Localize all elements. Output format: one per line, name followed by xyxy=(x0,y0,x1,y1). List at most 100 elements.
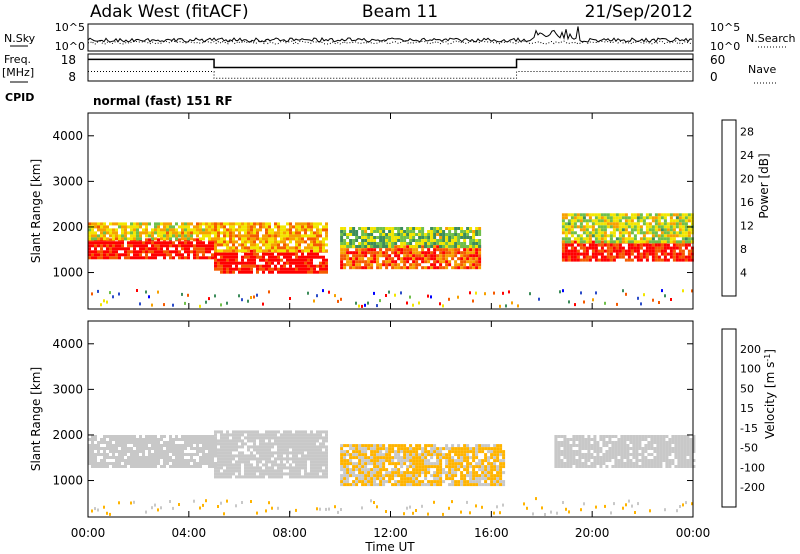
power-cell xyxy=(100,225,103,229)
velocity-cell xyxy=(355,450,359,454)
power-ground-scatter xyxy=(409,295,411,299)
power-cell xyxy=(94,244,97,248)
power-cell xyxy=(175,237,178,241)
power-cell xyxy=(208,225,211,229)
velocity-cell xyxy=(283,457,286,461)
velocity-cell xyxy=(454,453,458,457)
velocity-cell xyxy=(106,444,109,447)
velocity-cell xyxy=(593,459,597,462)
velocity-cell xyxy=(127,447,130,450)
power-cell xyxy=(606,258,610,262)
power-cell xyxy=(448,230,452,233)
power-cell xyxy=(136,250,139,254)
power-cell xyxy=(262,255,265,259)
power-cell xyxy=(316,270,319,274)
velocity-cell xyxy=(593,462,597,465)
velocity-cell xyxy=(490,477,494,481)
velocity-cell xyxy=(235,463,238,467)
power-cell xyxy=(457,248,461,252)
power-cell xyxy=(403,263,407,267)
velocity-cell xyxy=(403,480,407,484)
velocity-cell xyxy=(376,465,380,469)
power-cell xyxy=(292,258,295,262)
power-cell xyxy=(214,267,217,271)
power-cell xyxy=(199,244,202,248)
velocity-cell xyxy=(406,471,410,475)
power-cell xyxy=(618,246,622,250)
power-cell xyxy=(603,240,607,244)
velocity-cell xyxy=(133,465,136,468)
velocity-cell xyxy=(406,474,410,478)
velocity-cell xyxy=(605,441,609,444)
velocity-cell xyxy=(361,450,365,454)
velocity-cell xyxy=(346,468,350,472)
velocity-ground-scatter xyxy=(451,500,453,504)
power-cell xyxy=(253,246,256,250)
velocity-cell xyxy=(109,462,112,465)
power-cell xyxy=(118,234,121,238)
velocity-cell xyxy=(668,441,672,444)
power-cell xyxy=(109,253,112,257)
power-cell xyxy=(133,228,136,232)
velocity-cell xyxy=(259,469,262,473)
power-cell xyxy=(379,230,383,233)
power-cell xyxy=(151,247,154,251)
velocity-cell xyxy=(656,465,660,468)
velocity-cell xyxy=(457,468,461,472)
power-cell xyxy=(442,251,446,255)
velocity-cell xyxy=(274,436,277,440)
power-cell xyxy=(313,255,316,259)
power-cell xyxy=(442,236,446,239)
power-cell xyxy=(298,258,301,262)
velocity-cell xyxy=(623,456,627,459)
velocity-cell xyxy=(560,441,564,444)
power-cell xyxy=(612,228,616,232)
velocity-cell xyxy=(148,465,151,468)
velocity-cell xyxy=(487,483,491,487)
power-cell xyxy=(355,248,359,252)
power-cell xyxy=(600,252,604,256)
velocity-cell xyxy=(665,453,669,456)
power-cell xyxy=(582,216,586,220)
power-cell xyxy=(139,244,142,248)
velocity-cell xyxy=(346,462,350,466)
velocity-cell xyxy=(241,451,244,455)
power-cell xyxy=(451,239,455,242)
velocity-cell xyxy=(451,444,455,448)
power-cell xyxy=(609,213,613,217)
power-cell xyxy=(244,237,247,241)
velocity-cell xyxy=(232,448,235,452)
power-ground-scatter xyxy=(220,303,222,307)
power-cell xyxy=(172,225,175,229)
power-cell xyxy=(106,228,109,232)
velocity-cell xyxy=(379,456,383,460)
velocity-cell xyxy=(238,472,241,476)
velocity-ground-scatter xyxy=(634,511,636,514)
power-cell xyxy=(343,233,347,236)
velocity-ground-scatter xyxy=(565,507,567,511)
velocity-cell xyxy=(656,438,660,441)
power-cell xyxy=(651,219,655,223)
velocity-cell xyxy=(448,477,452,481)
power-cell xyxy=(684,213,688,217)
power-cell xyxy=(250,264,253,268)
power-cell xyxy=(564,252,568,256)
velocity-cell xyxy=(472,483,476,487)
velocity-cell xyxy=(581,441,585,444)
velocity-cell xyxy=(319,466,322,470)
velocity-cell xyxy=(259,439,262,443)
velocity-cell xyxy=(244,469,247,473)
power-cell xyxy=(585,246,589,250)
power-cell xyxy=(612,255,616,259)
power-cell xyxy=(669,222,673,226)
velocity-cell xyxy=(130,459,133,462)
velocity-cell xyxy=(127,462,130,465)
velocity-cell xyxy=(187,453,190,456)
power-cell xyxy=(472,254,476,258)
power-cell xyxy=(298,228,301,232)
velocity-cell xyxy=(217,439,220,443)
velocity-cell xyxy=(343,459,347,463)
velocity-cell xyxy=(367,459,371,463)
velocity-cell xyxy=(617,462,621,465)
